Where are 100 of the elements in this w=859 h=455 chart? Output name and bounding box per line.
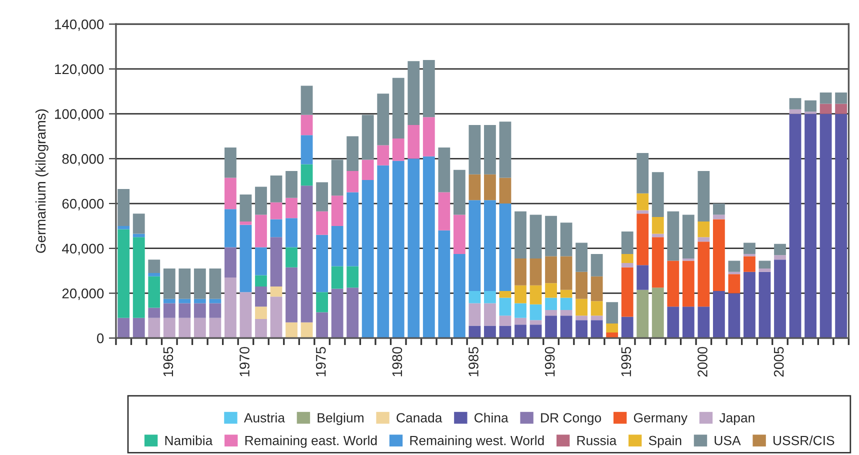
bar [163, 318, 176, 338]
bar [514, 318, 526, 325]
bar [576, 316, 588, 320]
bar [438, 147, 450, 192]
bar [606, 302, 618, 324]
bar [194, 318, 206, 338]
bar [774, 255, 786, 260]
bar [362, 114, 374, 160]
bar [270, 237, 282, 286]
bar [346, 288, 359, 338]
bar [499, 298, 512, 316]
y-tick-label: 60,000 [62, 198, 104, 210]
bar [255, 319, 267, 338]
bar [728, 260, 740, 272]
bar [667, 306, 680, 338]
bar [499, 326, 512, 338]
bar [270, 286, 282, 297]
bar [621, 267, 634, 317]
bar [758, 260, 771, 269]
bar [606, 323, 618, 332]
bar [148, 318, 160, 338]
bar [422, 117, 435, 156]
bar [468, 200, 481, 291]
bar [774, 260, 786, 338]
bar [744, 272, 756, 338]
bar [392, 138, 404, 161]
bar [468, 326, 481, 338]
bar [484, 290, 496, 304]
bar [576, 320, 588, 338]
bar [331, 288, 344, 338]
bar [712, 204, 725, 215]
bar [377, 94, 390, 146]
bar [270, 175, 282, 202]
bar [698, 171, 710, 222]
bar [346, 171, 359, 192]
bar [820, 114, 832, 338]
bar [667, 211, 680, 261]
bar [255, 286, 267, 307]
bar [286, 218, 298, 248]
bar [514, 324, 526, 338]
bar [255, 275, 267, 286]
bar [270, 202, 282, 220]
y-axis-title: Germanium (kilograms) [35, 109, 48, 253]
bar [576, 298, 588, 316]
bar [163, 298, 176, 304]
bar [590, 276, 603, 302]
bar [560, 298, 572, 310]
bar [652, 234, 664, 238]
bar [286, 171, 298, 198]
bar [132, 214, 145, 234]
bar [545, 298, 557, 310]
bar [820, 104, 832, 114]
bar [468, 174, 481, 200]
x-tick-label: 1980 [392, 346, 402, 376]
bar [408, 61, 420, 126]
bar [240, 194, 252, 222]
bar [331, 266, 344, 289]
bar [530, 304, 542, 320]
bar [576, 272, 588, 299]
bar [545, 283, 557, 298]
bar [545, 256, 557, 284]
bar [148, 260, 160, 274]
y-tick-label: 100,000 [55, 109, 104, 121]
bar [514, 258, 526, 286]
bar [636, 210, 649, 214]
bar [362, 180, 374, 338]
bar [590, 320, 603, 338]
bar [224, 247, 236, 278]
x-tick-label: 1970 [240, 346, 250, 376]
bar [300, 164, 313, 186]
x-tick-label: 1990 [544, 346, 555, 376]
bar [194, 298, 206, 304]
bar [240, 292, 252, 338]
bar [636, 153, 649, 194]
bar [636, 214, 649, 266]
bar [560, 316, 572, 338]
bar [316, 234, 328, 292]
bar [652, 237, 664, 288]
bar [712, 290, 725, 338]
bar [530, 324, 542, 338]
bar [621, 254, 634, 263]
bar [744, 256, 756, 272]
legend-label: China [474, 412, 508, 422]
bar [789, 114, 802, 338]
bar [789, 98, 802, 110]
bar [118, 188, 130, 226]
bar [331, 226, 344, 266]
bar [560, 290, 572, 298]
bar [545, 316, 557, 338]
x-tick-label: 2005 [774, 346, 784, 377]
bar [590, 316, 603, 320]
bar [499, 178, 512, 204]
bar [499, 204, 512, 291]
bar [346, 136, 359, 171]
bar [698, 306, 710, 338]
bar [453, 254, 466, 338]
bar [346, 192, 359, 266]
bar [514, 211, 526, 258]
x-tick-label: 1965 [163, 346, 174, 376]
bar [286, 267, 298, 322]
